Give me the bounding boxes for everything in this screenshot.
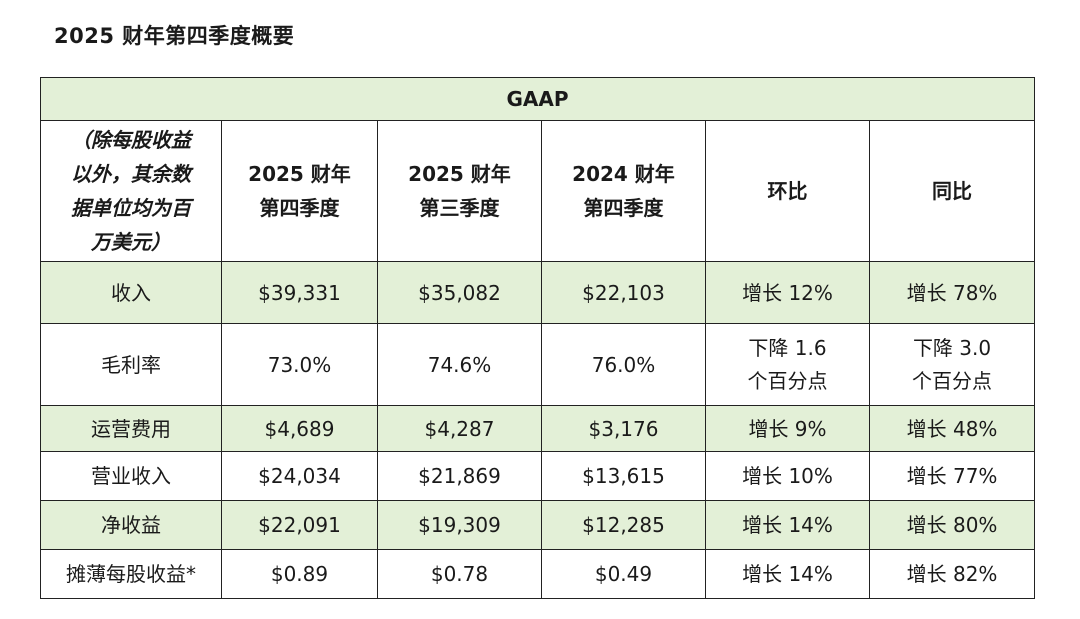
cell-yoy: 增长 82%: [868, 549, 1036, 599]
column-header-yoy: 同比: [868, 120, 1036, 262]
cell-qoq: 增长 14%: [705, 549, 870, 599]
cell-value: $4,689: [221, 405, 378, 452]
cell-value: $39,331: [221, 261, 378, 324]
column-header-fy25-q4: 2025 财年 第四季度: [221, 120, 378, 262]
cell-value: $24,034: [221, 451, 378, 501]
row-label: 摊薄每股收益*: [40, 549, 222, 599]
cell-value: $3,176: [541, 405, 706, 452]
cell-line: 个百分点: [912, 368, 993, 393]
table-row: 收入 $39,331 $35,082 $22,103 增长 12% 增长 78%: [40, 261, 1036, 324]
column-header-line: 2024 财年: [572, 162, 675, 186]
cell-value: $35,082: [377, 261, 542, 324]
cell-value: $12,285: [541, 500, 706, 550]
cell-value: $0.49: [541, 549, 706, 599]
column-header-line: 第四季度: [259, 196, 340, 220]
cell-value: 76.0%: [541, 323, 706, 406]
table-row: 摊薄每股收益* $0.89 $0.78 $0.49 增长 14% 增长 82%: [40, 549, 1036, 599]
cell-value: $21,869: [377, 451, 542, 501]
table-row: 营业收入 $24,034 $21,869 $13,615 增长 10% 增长 7…: [40, 451, 1036, 501]
cell-line: 个百分点: [747, 368, 828, 393]
cell-line: 下降 3.0: [912, 335, 992, 360]
table-row: 运营费用 $4,689 $4,287 $3,176 增长 9% 增长 48%: [40, 405, 1036, 452]
row-label: 收入: [40, 261, 222, 324]
cell-value: 74.6%: [377, 323, 542, 406]
cell-value: $13,615: [541, 451, 706, 501]
row-label: 营业收入: [40, 451, 222, 501]
cell-line: 下降 1.6: [748, 335, 827, 360]
column-header-row: （除每股收益 以外，其余数 据单位均为百 万美元） 2025 财年 第四季度 2…: [40, 120, 1036, 262]
unit-note-line: 万美元）: [91, 230, 171, 254]
financial-summary-table: GAAP （除每股收益 以外，其余数 据单位均为百 万美元） 2025 财年 第…: [39, 77, 1036, 599]
column-header-line: 同比: [932, 179, 973, 203]
cell-value: $0.89: [221, 549, 378, 599]
cell-yoy: 增长 80%: [868, 500, 1036, 550]
row-label: 净收益: [40, 500, 222, 550]
unit-note-line: 据单位均为百: [71, 196, 191, 220]
column-header-line: 第四季度: [583, 196, 664, 220]
cell-value: $22,091: [221, 500, 378, 550]
table-row: 净收益 $22,091 $19,309 $12,285 增长 14% 增长 80…: [40, 500, 1036, 550]
column-header-line: 环比: [767, 179, 808, 203]
cell-qoq: 下降 1.6 个百分点: [705, 323, 870, 406]
unit-note-cell: （除每股收益 以外，其余数 据单位均为百 万美元）: [40, 120, 222, 262]
cell-value: $4,287: [377, 405, 542, 452]
row-label: 运营费用: [40, 405, 222, 452]
cell-value: $22,103: [541, 261, 706, 324]
column-header-line: 2025 财年: [408, 162, 511, 186]
unit-note-line: （除每股收益: [71, 128, 191, 152]
column-header-fy25-q3: 2025 财年 第三季度: [377, 120, 542, 262]
cell-qoq: 增长 10%: [705, 451, 870, 501]
cell-yoy: 增长 48%: [868, 405, 1036, 452]
unit-note-line: 以外，其余数: [71, 162, 191, 186]
column-header-line: 第三季度: [419, 196, 500, 220]
cell-value: $19,309: [377, 500, 542, 550]
cell-value: $0.78: [377, 549, 542, 599]
page-title: 2025 财年第四季度概要: [54, 24, 295, 48]
gaap-header: GAAP: [39, 77, 1036, 121]
cell-qoq: 增长 12%: [705, 261, 870, 324]
cell-value: 73.0%: [221, 323, 378, 406]
cell-yoy: 增长 78%: [868, 261, 1036, 324]
row-label: 毛利率: [40, 323, 222, 406]
cell-yoy: 下降 3.0 个百分点: [868, 323, 1036, 406]
column-header-fy24-q4: 2024 财年 第四季度: [541, 120, 706, 262]
cell-qoq: 增长 14%: [705, 500, 870, 550]
column-header-line: 2025 财年: [248, 162, 351, 186]
column-header-qoq: 环比: [705, 120, 870, 262]
cell-yoy: 增长 77%: [868, 451, 1036, 501]
table-row: 毛利率 73.0% 74.6% 76.0% 下降 1.6 个百分点 下降 3.0…: [40, 323, 1036, 406]
cell-qoq: 增长 9%: [705, 405, 870, 452]
